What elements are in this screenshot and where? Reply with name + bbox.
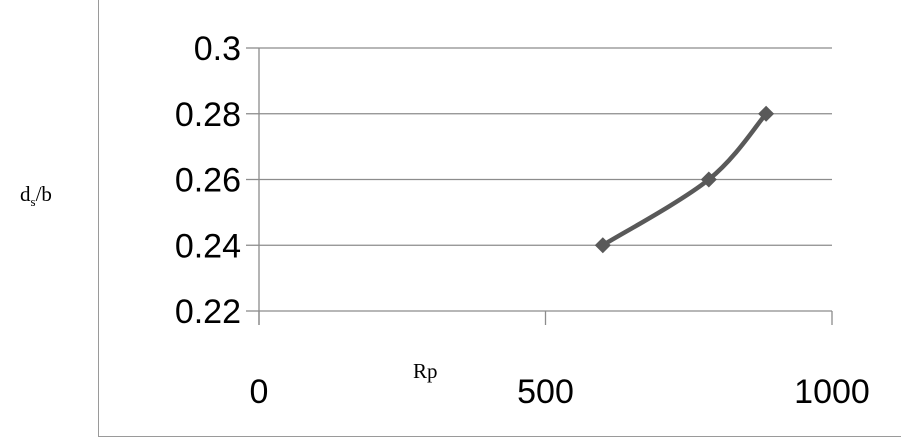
- chart-plot-area: [98, 0, 901, 437]
- y-tick-label: 0.24: [175, 227, 241, 265]
- x-tick-label: 1000: [794, 373, 870, 411]
- y-tick-label: 0.28: [175, 96, 241, 134]
- x-tick-label: 0: [250, 373, 269, 411]
- x-axis-label-box: [388, 345, 493, 411]
- data-point-marker-0: [594, 237, 611, 254]
- y-tick-label: 0.22: [175, 293, 241, 331]
- x-tick-label: 500: [517, 373, 574, 411]
- series: [594, 105, 775, 254]
- x-axis-label: Rp: [413, 359, 438, 383]
- data-point-marker-2: [758, 105, 775, 122]
- data-point-marker-1: [700, 171, 717, 188]
- y-tick-label: 0.26: [175, 162, 241, 200]
- y-tick-label: 0.3: [194, 30, 241, 68]
- tick-labels: 0.22 0.24 0.26 0.28 0.3 0 500 1000: [175, 30, 870, 411]
- axes: [246, 47, 833, 325]
- gridlines: [259, 47, 832, 246]
- y-axis-label: ds/b: [20, 182, 52, 210]
